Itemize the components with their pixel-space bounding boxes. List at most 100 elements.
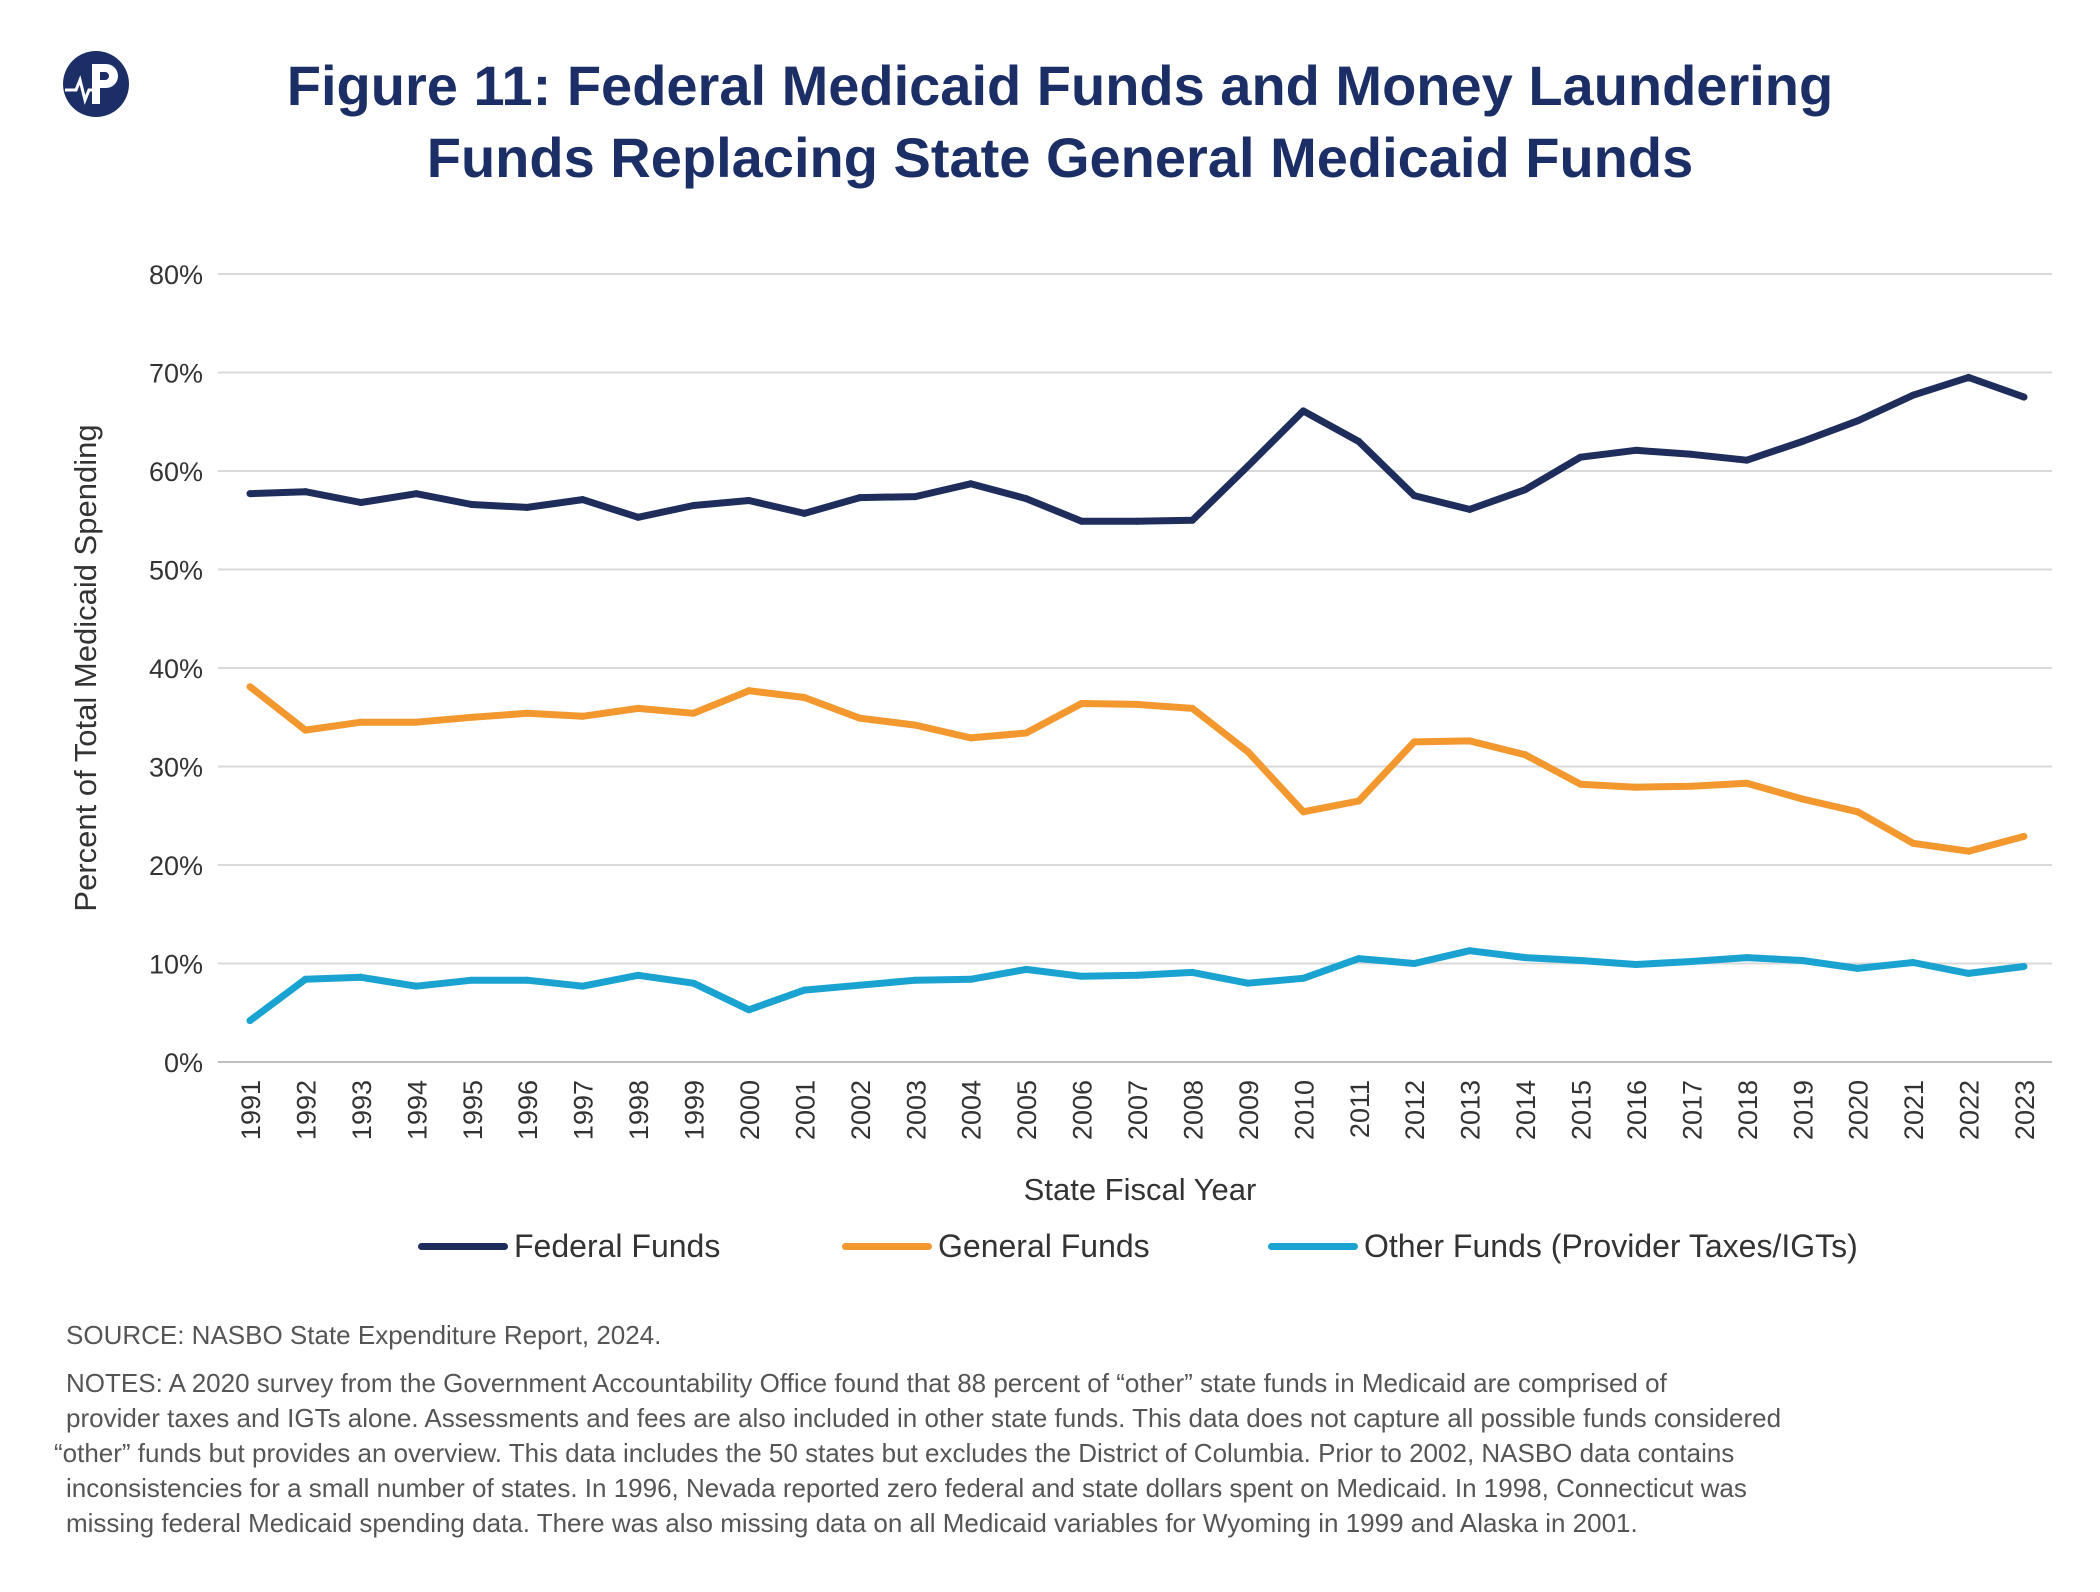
data-point xyxy=(357,718,365,726)
x-tick-label: 2007 xyxy=(1123,1080,1153,1140)
data-point xyxy=(412,718,420,726)
data-point xyxy=(1854,808,1862,816)
data-point xyxy=(1521,486,1529,494)
data-point xyxy=(1299,974,1307,982)
data-point xyxy=(579,496,587,504)
data-point xyxy=(1022,729,1030,737)
series-line-federal xyxy=(249,373,2026,525)
heartbeat-p-logo-icon xyxy=(63,51,129,117)
data-point xyxy=(1355,797,1363,805)
legend-swatch-general xyxy=(842,1243,932,1250)
x-tick-label: 2010 xyxy=(1289,1080,1319,1140)
data-point xyxy=(1188,968,1196,976)
data-point xyxy=(1965,847,1973,855)
data-point xyxy=(690,501,697,509)
data-point xyxy=(1244,748,1252,756)
data-point xyxy=(800,694,808,702)
x-tick-label: 2002 xyxy=(846,1080,876,1140)
y-axis-title: Percent of Total Medicaid Spending xyxy=(68,424,103,911)
data-point xyxy=(1965,969,1973,977)
data-point xyxy=(523,976,531,984)
data-point xyxy=(468,976,476,984)
data-point xyxy=(967,480,975,488)
x-tick-label: 2019 xyxy=(1788,1080,1818,1140)
x-tick-label: 1996 xyxy=(513,1080,543,1140)
notes-line: NOTES: A 2020 survey from the Government… xyxy=(66,1368,1667,1398)
data-point xyxy=(1299,407,1307,415)
notes-line: inconsistencies for a small number of st… xyxy=(66,1473,1747,1503)
notes-line: missing federal Medicaid spending data. … xyxy=(66,1508,1638,1538)
y-tick-label: 30% xyxy=(149,753,203,783)
data-point xyxy=(468,500,476,508)
data-point xyxy=(1133,517,1141,525)
x-tick-label: 2000 xyxy=(735,1080,765,1140)
x-tick-label: 2008 xyxy=(1178,1080,1208,1140)
data-point xyxy=(1078,972,1086,980)
legend-label-other: Other Funds (Provider Taxes/IGTs) xyxy=(1364,1228,1858,1264)
y-tick-label: 20% xyxy=(149,851,203,881)
x-axis-ticks: 1991 1992 1993 1994 1995 1996 1997 1998 1999 2000… xyxy=(236,1080,2040,1140)
data-point xyxy=(2020,962,2028,970)
x-tick-label: 2017 xyxy=(1677,1080,1707,1140)
data-point xyxy=(911,976,919,984)
x-tick-label: 2014 xyxy=(1511,1080,1541,1140)
x-tick-label: 1997 xyxy=(569,1080,599,1140)
gridlines xyxy=(218,273,2052,1063)
data-point xyxy=(1466,505,1474,513)
data-point xyxy=(301,726,309,734)
data-point xyxy=(1521,751,1529,759)
data-point xyxy=(1854,964,1862,972)
data-point xyxy=(690,709,697,717)
x-tick-label: 2022 xyxy=(1955,1080,1985,1140)
data-point xyxy=(1632,783,1640,791)
y-tick-label: 10% xyxy=(149,950,203,980)
y-tick-label: 80% xyxy=(149,260,203,290)
legend-swatch-federal xyxy=(418,1243,508,1250)
x-tick-label: 1993 xyxy=(347,1080,377,1140)
data-point xyxy=(856,714,864,722)
data-point xyxy=(911,493,919,501)
chart-title-line-2: Funds Replacing State General Medicaid F… xyxy=(426,126,1694,189)
data-point xyxy=(1798,795,1806,803)
data-point xyxy=(1078,517,1086,525)
chart-title: Figure 11: Federal Medicaid Funds and Mo… xyxy=(180,50,1940,194)
data-point xyxy=(1798,957,1806,965)
data-point xyxy=(634,971,642,979)
data-point xyxy=(1632,446,1640,454)
data-point xyxy=(523,709,531,717)
series-line-other xyxy=(247,947,2025,1024)
data-point xyxy=(301,975,309,983)
y-tick-label: 50% xyxy=(149,556,203,586)
x-tick-label: 2015 xyxy=(1567,1080,1597,1140)
x-tick-label: 1995 xyxy=(458,1080,488,1140)
x-tick-label: 2009 xyxy=(1234,1080,1264,1140)
data-point xyxy=(1188,704,1196,712)
data-point xyxy=(1355,955,1363,963)
data-point xyxy=(634,513,642,521)
series-lines xyxy=(246,373,2028,1025)
y-axis-ticks: 0% 10% 20% 30% 40% 50% 60% 70% 80% xyxy=(149,260,203,1078)
y-tick-label: 40% xyxy=(149,654,203,684)
data-point xyxy=(1299,808,1307,816)
line-chart: 0%10%20%30%40%50%60%70%80% 1991 1992 1993 1… xyxy=(68,260,2052,1207)
data-point xyxy=(1577,957,1584,965)
data-point xyxy=(967,975,975,983)
x-tick-label: 1992 xyxy=(291,1080,321,1140)
data-point xyxy=(523,503,531,511)
data-point xyxy=(1410,492,1418,500)
data-point xyxy=(967,734,975,742)
notes: NOTES: A 2020 survey from the Government… xyxy=(50,1366,2070,1541)
x-tick-label: 2001 xyxy=(790,1080,820,1140)
data-point xyxy=(246,490,254,498)
data-point xyxy=(301,488,309,496)
legend-label-general: General Funds xyxy=(938,1228,1150,1264)
data-point xyxy=(1577,780,1584,788)
chart-title-line-1: Figure 11: Federal Medicaid Funds and Mo… xyxy=(286,54,1834,117)
data-point xyxy=(1133,700,1141,708)
x-tick-label: 2004 xyxy=(957,1080,987,1140)
legend-label-federal: Federal Funds xyxy=(514,1228,721,1264)
data-point xyxy=(1022,965,1030,973)
x-tick-label: 1999 xyxy=(680,1080,710,1140)
data-point xyxy=(800,509,808,517)
source-note: SOURCE: NASBO State Expenditure Report, … xyxy=(66,1320,662,1350)
